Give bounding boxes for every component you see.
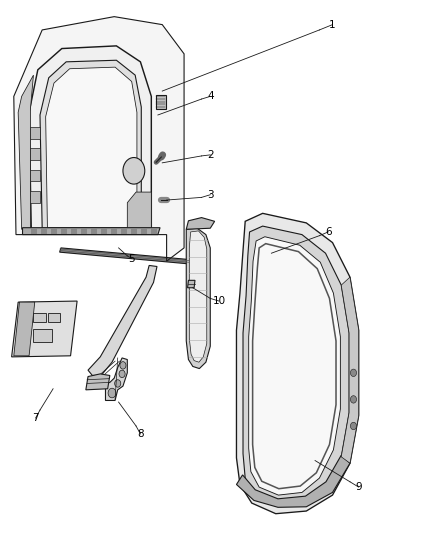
Polygon shape (341, 277, 359, 463)
Bar (91, 229, 97, 233)
Polygon shape (14, 302, 35, 356)
Bar (71, 229, 78, 233)
Bar (30, 191, 40, 203)
Text: 3: 3 (207, 190, 214, 200)
Bar (30, 169, 40, 181)
Polygon shape (86, 374, 110, 390)
Polygon shape (187, 280, 195, 288)
Circle shape (115, 379, 121, 387)
Polygon shape (88, 265, 157, 375)
Circle shape (119, 370, 125, 377)
Bar (81, 229, 88, 233)
Polygon shape (46, 67, 137, 228)
Circle shape (350, 369, 357, 376)
Polygon shape (127, 192, 151, 228)
Polygon shape (12, 301, 77, 357)
Polygon shape (243, 226, 349, 504)
Bar (131, 229, 138, 233)
Bar (121, 229, 127, 233)
Bar (41, 229, 47, 233)
Text: 6: 6 (325, 227, 332, 237)
Polygon shape (22, 228, 160, 235)
Bar (141, 229, 148, 233)
Text: 10: 10 (212, 296, 226, 306)
Polygon shape (40, 60, 141, 228)
Polygon shape (18, 75, 33, 229)
Bar (51, 229, 57, 233)
Polygon shape (189, 231, 207, 362)
Circle shape (108, 388, 116, 398)
Text: 5: 5 (128, 254, 135, 263)
Polygon shape (106, 358, 127, 400)
FancyBboxPatch shape (33, 329, 52, 342)
Circle shape (350, 422, 357, 430)
Polygon shape (186, 228, 210, 368)
FancyBboxPatch shape (48, 313, 60, 322)
Bar (101, 229, 107, 233)
Polygon shape (237, 213, 359, 514)
Bar (61, 229, 67, 233)
Polygon shape (29, 46, 151, 229)
Bar (30, 149, 40, 160)
Circle shape (120, 362, 126, 369)
Bar (30, 127, 40, 139)
Circle shape (350, 395, 357, 403)
Polygon shape (155, 95, 166, 109)
Text: 1: 1 (329, 20, 336, 30)
Polygon shape (186, 217, 215, 229)
Bar (151, 229, 157, 233)
FancyBboxPatch shape (33, 313, 46, 322)
Polygon shape (237, 455, 350, 507)
Polygon shape (60, 248, 190, 264)
Text: 9: 9 (355, 482, 362, 492)
Circle shape (123, 158, 145, 184)
Text: 2: 2 (207, 150, 214, 160)
Text: 8: 8 (137, 429, 144, 439)
Polygon shape (14, 17, 184, 261)
Text: 7: 7 (32, 413, 39, 423)
Polygon shape (249, 237, 340, 495)
Text: 4: 4 (207, 91, 214, 101)
Bar (31, 229, 37, 233)
Bar (111, 229, 117, 233)
